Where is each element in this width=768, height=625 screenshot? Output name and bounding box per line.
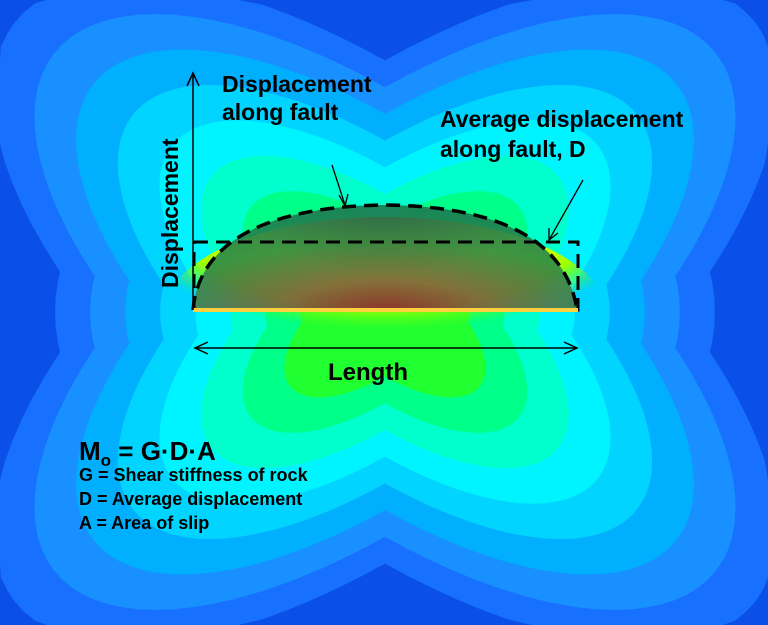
y-axis-label: Displacement	[157, 138, 183, 288]
formula-rhs: = G·D·A	[111, 436, 216, 466]
curve-pointer	[331, 164, 346, 206]
formula-m: M	[79, 436, 101, 466]
average-label-line2: along fault, D	[440, 136, 586, 162]
average-pointer-head	[548, 228, 559, 242]
length-arrowhead-left	[193, 341, 209, 355]
formula-subscript: o	[101, 451, 111, 470]
definition-d: D = Average displacement	[79, 489, 302, 509]
curve-label-line2: along fault	[222, 99, 339, 125]
displacement-profile-curve	[191, 203, 579, 311]
curve-pointer-head	[338, 193, 349, 208]
y-axis-arrowhead	[186, 71, 200, 87]
length-arrowhead-right	[563, 341, 579, 355]
seismic-moment-formula: Mo = G·D·A	[79, 436, 216, 470]
definition-g: G = Shear stiffness of rock	[79, 465, 309, 485]
average-pointer	[548, 179, 584, 241]
displacement-profile-fill	[193, 205, 577, 310]
length-label: Length	[328, 359, 408, 386]
average-label-line1: Average displacement	[440, 106, 684, 132]
curve-label-line1: Displacement	[222, 71, 372, 97]
definition-a: A = Area of slip	[79, 513, 209, 533]
